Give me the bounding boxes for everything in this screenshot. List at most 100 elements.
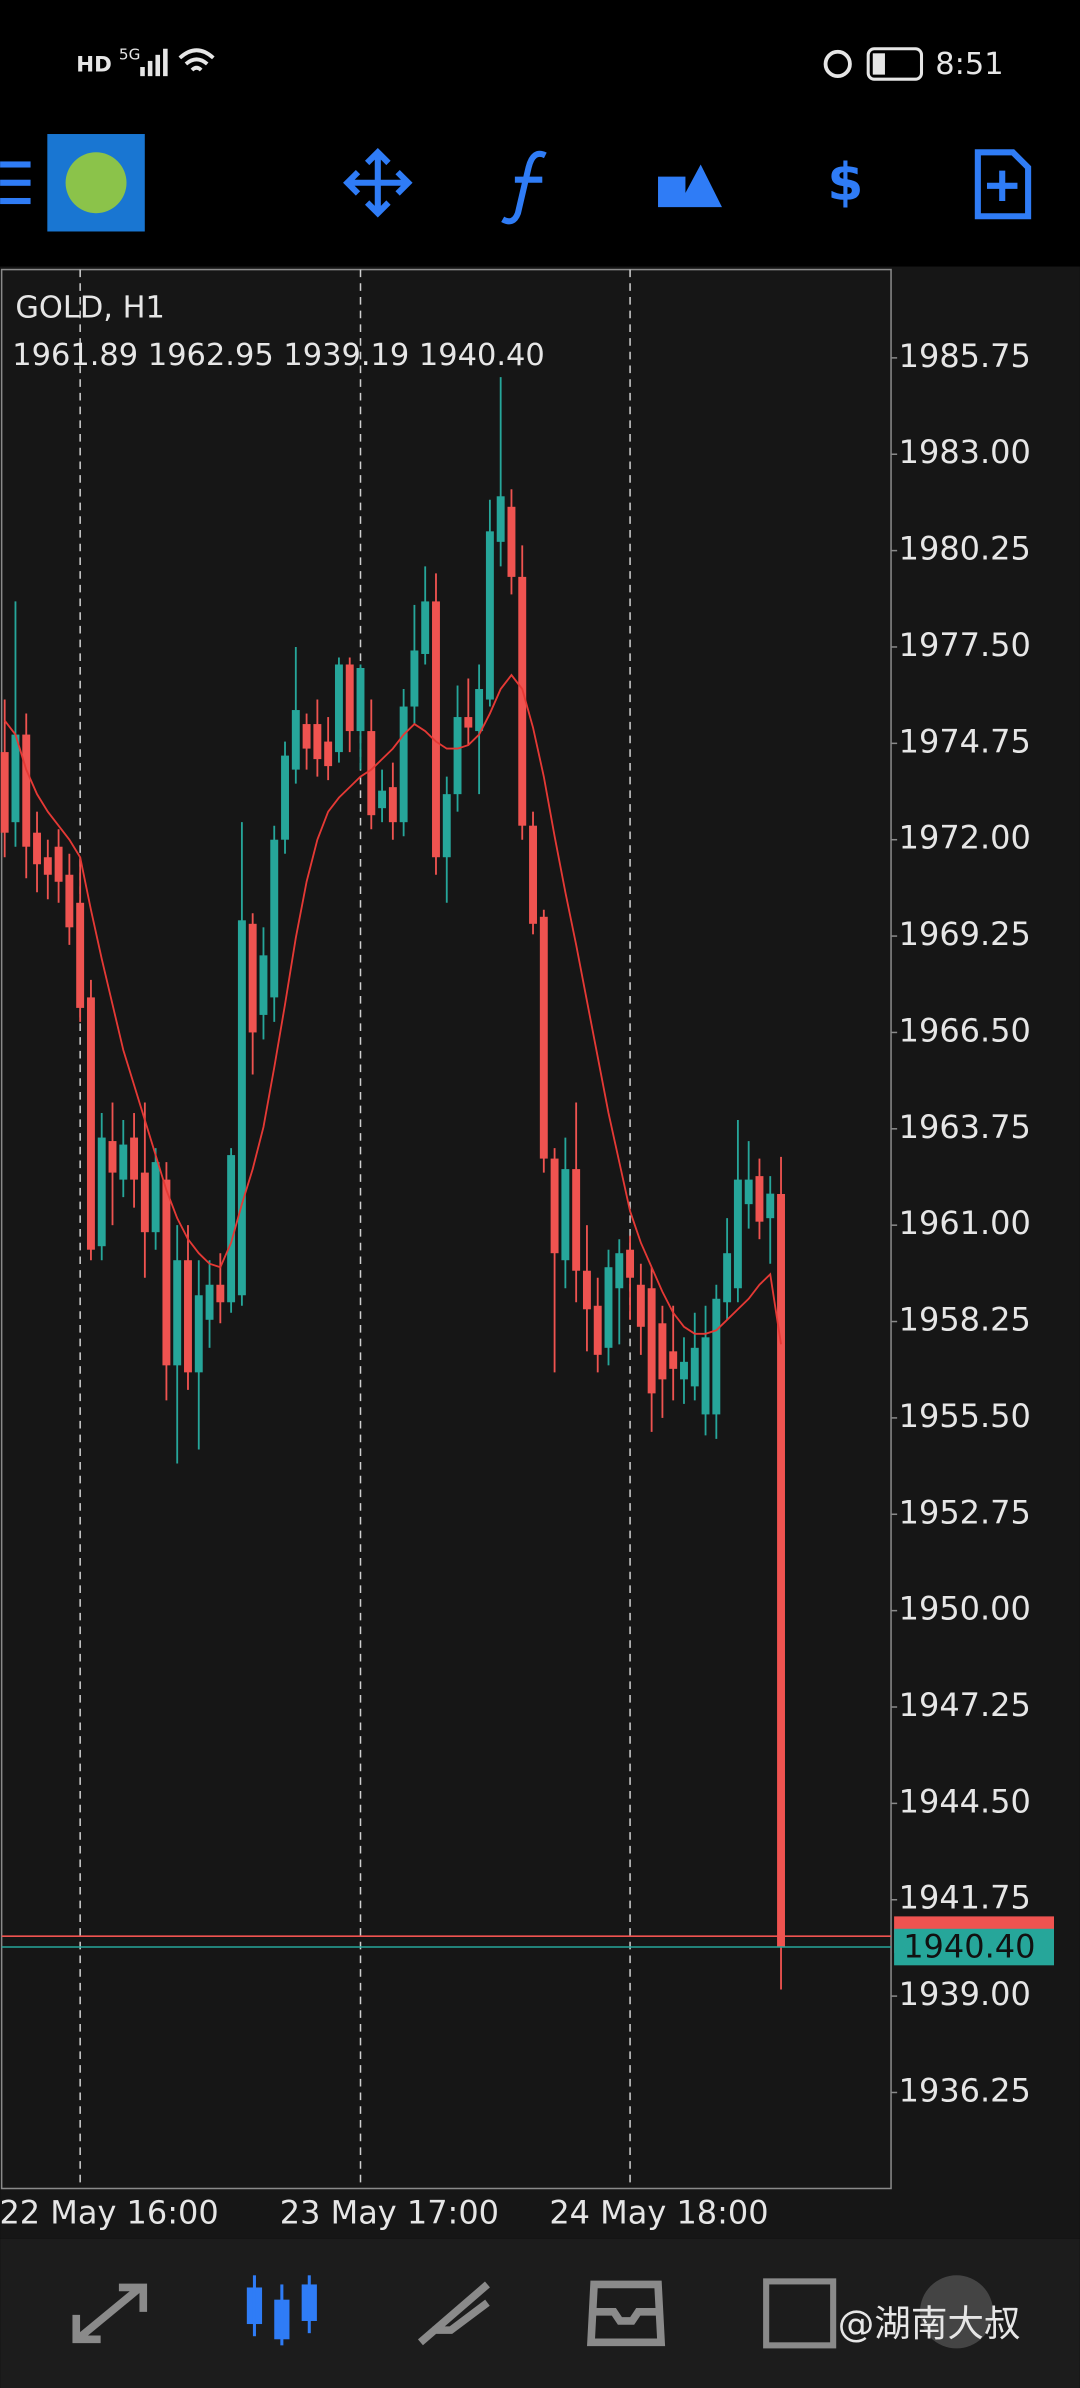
candle-body: [356, 667, 365, 732]
y-tick-label: 1952.75: [899, 1493, 1031, 1531]
candle-body: [485, 531, 494, 700]
alarm-icon: [823, 49, 852, 79]
candle-body: [119, 1144, 128, 1180]
trade-tool[interactable]: $: [827, 153, 863, 213]
candle-body: [442, 794, 451, 858]
candle-body: [237, 920, 246, 1296]
plot-frame: [0, 268, 892, 2190]
y-tick-label: 1939.00: [899, 1975, 1031, 2013]
candle-body: [259, 955, 268, 1015]
candle-body: [54, 846, 63, 882]
candle-body: [615, 1253, 624, 1289]
candle-body: [302, 724, 311, 749]
candle-body: [561, 1169, 570, 1261]
candle-body: [184, 1260, 192, 1373]
candle-body: [194, 1295, 203, 1373]
moving-average: [3, 673, 782, 1345]
candle-body: [11, 734, 20, 823]
candle-body: [658, 1323, 667, 1380]
y-tick-label: 1950.00: [899, 1590, 1031, 1628]
status-hd: HD: [76, 52, 112, 77]
candle-body: [270, 839, 279, 998]
candle-body: [399, 706, 408, 823]
nav-chart[interactable]: [246, 2275, 317, 2346]
ohlc-label: 1961.89 1962.95 1939.19 1940.40: [12, 338, 545, 373]
candle-body: [205, 1284, 214, 1320]
y-tick-label: 1947.25: [899, 1686, 1031, 1724]
bid-label-box: [894, 1928, 1054, 1966]
candle-body: [86, 997, 95, 1250]
candle-body: [421, 601, 430, 654]
candle-body: [593, 1305, 602, 1355]
y-tick-label: 1980.25: [899, 530, 1031, 568]
candle-body: [507, 506, 516, 577]
nav-bar: [0, 2238, 1080, 2388]
candle-body: [475, 689, 484, 732]
candle-body: [324, 741, 333, 767]
candle-body: [334, 664, 343, 753]
objects-tool[interactable]: [658, 164, 722, 208]
candle-body: [22, 734, 31, 847]
x-tick-label: 24 May 18:00: [549, 2193, 768, 2231]
candle-body: [33, 832, 41, 865]
candle-body: [453, 717, 462, 795]
candle-body: [162, 1179, 171, 1366]
candle-body: [496, 496, 505, 542]
bid-label: 1940.40: [903, 1928, 1035, 1966]
y-tick-label: 1985.75: [899, 337, 1031, 375]
candle-body: [690, 1347, 699, 1387]
new-order-tool[interactable]: [974, 149, 1032, 220]
candle-body: [291, 710, 300, 770]
y-tick-label: 1941.75: [899, 1879, 1031, 1917]
candle-body: [464, 717, 473, 728]
y-tick-label: 1936.25: [899, 2071, 1031, 2109]
candle-body: [281, 755, 289, 840]
candle-body: [626, 1249, 635, 1278]
candle-body: [539, 916, 548, 1159]
y-tick-label: 1944.50: [899, 1782, 1031, 1820]
candle-body: [766, 1193, 775, 1219]
candle-body: [173, 1260, 182, 1366]
y-tick-label: 1969.25: [899, 915, 1031, 953]
candle-body: [432, 601, 440, 858]
chart-background: [0, 266, 1080, 2239]
app-logo-mark: [65, 152, 127, 214]
status-network: 5G: [119, 45, 140, 63]
candle-body: [130, 1137, 139, 1180]
nav-quotes[interactable]: [72, 2283, 148, 2344]
candle-body: [410, 650, 419, 707]
candle-body: [108, 1141, 117, 1173]
candle-body: [529, 825, 537, 924]
candle-body: [313, 724, 322, 760]
candle-body: [345, 664, 354, 732]
candle-body: [777, 1193, 785, 1948]
nav-trade[interactable]: [417, 2281, 490, 2346]
candle-body: [43, 857, 52, 875]
candle-body: [680, 1361, 688, 1380]
battery-icon: [866, 47, 924, 81]
nav-history[interactable]: [587, 2280, 666, 2347]
nav-news[interactable]: [763, 2278, 837, 2349]
battery-level: [872, 53, 885, 75]
candle-body: [723, 1253, 732, 1303]
y-tick-label: 1963.75: [899, 1108, 1031, 1146]
candle-body: [227, 1155, 236, 1303]
indicators-tool[interactable]: [501, 150, 547, 225]
candle-body: [388, 787, 397, 823]
status-time: 8:51: [935, 47, 1003, 82]
nav-settings[interactable]: [919, 2275, 994, 2349]
candle-body: [636, 1284, 645, 1327]
menu-icon[interactable]: [0, 161, 31, 205]
crosshair-tool[interactable]: [343, 147, 413, 218]
candle-body: [248, 923, 257, 1033]
y-tick-label: 1972.00: [899, 819, 1031, 857]
candle-body: [97, 1137, 106, 1247]
y-tick-label: 1983.00: [899, 433, 1031, 471]
y-tick-label: 1966.50: [899, 1011, 1031, 1049]
candle-body: [755, 1176, 764, 1222]
candle-body: [367, 731, 376, 816]
wifi-icon: [178, 48, 215, 72]
candle-body: [65, 874, 74, 928]
